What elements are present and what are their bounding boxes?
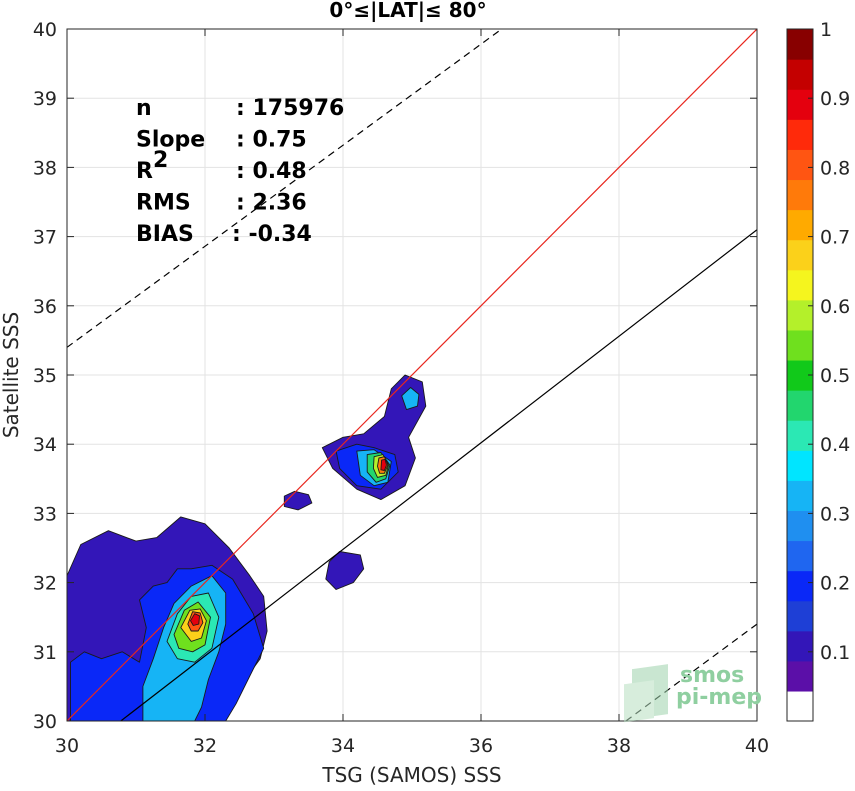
colorbar-tick-label: 0.6	[820, 296, 850, 318]
stat-label: RMS	[136, 191, 191, 216]
reference-lines	[67, 29, 757, 721]
colorbar-segment	[787, 29, 813, 60]
y-tick-label: 32	[33, 573, 57, 595]
colorbar-segment	[787, 299, 813, 331]
colorbar-tick-label: 0.4	[820, 434, 850, 456]
density-contour-high-salinity-cluster	[401, 387, 420, 411]
reference-line-upper-bound	[67, 29, 503, 348]
density-contour-small-patch-b	[325, 551, 365, 590]
y-tick-label: 37	[33, 227, 57, 249]
smos-pi-mep-logo: smos pi-mep	[624, 663, 762, 723]
colorbar-segment	[787, 450, 813, 481]
stat-value: : -0.34	[232, 222, 312, 247]
x-tick-label: 38	[607, 735, 631, 757]
colorbar-segment	[787, 329, 813, 361]
colorbar-tick-label: 1	[820, 19, 832, 41]
x-tick-label: 30	[55, 735, 79, 757]
colorbar-tick-label: 0.1	[820, 642, 850, 664]
y-tick-label: 31	[33, 642, 57, 664]
logo-line2: pi-mep	[676, 685, 762, 710]
stat-value: : 0.48	[236, 159, 307, 184]
colorbar	[787, 29, 813, 722]
colorbar-segment	[787, 660, 813, 692]
colorbar-segment	[787, 480, 813, 511]
colorbar-segment	[787, 600, 813, 632]
reference-line-fit	[119, 229, 757, 721]
colorbar-segment	[787, 510, 813, 542]
y-tick-label: 39	[33, 88, 57, 110]
y-tick-label: 35	[33, 365, 57, 387]
colorbar-tick-label: 0.3	[820, 503, 850, 525]
y-axis-label: Satellite SSS	[0, 312, 23, 438]
stat-label: R	[136, 159, 153, 184]
colorbar-tick-label: 0.9	[820, 88, 850, 110]
colorbar-tick-label: 0.5	[820, 365, 850, 387]
x-axis-label: TSG (SAMOS) SSS	[321, 763, 501, 787]
colorbar-segment	[787, 690, 813, 722]
y-tick-label: 34	[33, 434, 57, 456]
colorbar-segment	[787, 149, 813, 181]
colorbar-segment	[787, 540, 813, 572]
y-tick-label: 30	[33, 711, 57, 733]
x-tick-label: 34	[331, 735, 355, 757]
y-tick-label: 40	[33, 19, 57, 41]
stat-label: n	[136, 96, 152, 121]
stat-value: : 2.36	[236, 191, 307, 216]
stat-superscript: 2	[153, 148, 168, 173]
colorbar-segment	[787, 630, 813, 662]
colorbar-segment	[787, 179, 813, 211]
colorbar-segment	[787, 209, 813, 241]
colorbar-tick-label: 0.2	[820, 573, 850, 595]
density-contour-high-salinity-cluster	[380, 458, 387, 471]
colorbar-segment	[787, 420, 813, 451]
stat-value: : 175976	[236, 96, 344, 121]
x-tick-label: 36	[469, 735, 493, 757]
x-tick-label: 40	[745, 735, 769, 757]
colorbar-segment	[787, 59, 813, 90]
stat-value: : 0.75	[236, 128, 307, 153]
y-tick-label: 33	[33, 503, 57, 525]
y-tick-label: 38	[33, 157, 57, 179]
stat-label: BIAS	[136, 222, 194, 247]
density-contour-low-salinity-cluster	[190, 613, 200, 626]
statistics-annotation: n : 175976 Slope : 0.75 R 2 : 0.48 RMS : 2.36 BIA…	[136, 96, 344, 247]
reference-line-identity	[67, 29, 757, 721]
axis-ticks: 30 32 34 36 38 40 30 31 32 33 34 35 36 37 38 39 40	[33, 19, 769, 757]
chart-title: 0°≤|LAT|≤ 80°	[329, 0, 486, 22]
colorbar-segment	[787, 390, 813, 421]
colorbar-tick-label: 0.8	[820, 157, 850, 179]
colorbar-segment	[787, 570, 813, 602]
logo-line1: smos	[680, 663, 744, 688]
y-tick-label: 36	[33, 296, 57, 318]
colorbar-segment	[787, 269, 813, 301]
colorbar-tick-label: 0.7	[820, 227, 850, 249]
colorbar-segment	[787, 119, 813, 150]
density-contours	[67, 374, 427, 721]
colorbar-segment	[787, 239, 813, 271]
stat-label: Slope	[136, 128, 205, 153]
colorbar-segment	[787, 89, 813, 120]
x-tick-label: 32	[193, 735, 217, 757]
colorbar-ticks: 0.1 0.2 0.3 0.4 0.5 0.6 0.7 0.8 0.9 1	[808, 19, 850, 664]
